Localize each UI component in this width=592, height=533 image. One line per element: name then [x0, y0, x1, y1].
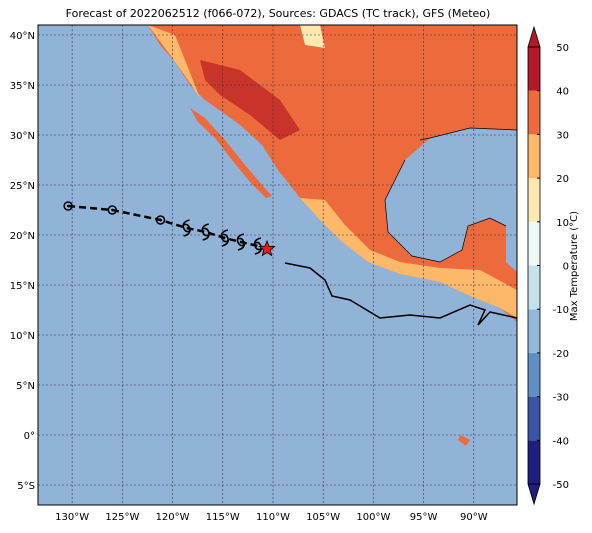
y-tick-label: 15°N [10, 281, 35, 292]
y-tick-label: 5°N [16, 381, 35, 392]
colorbar-bin [528, 265, 540, 310]
past-dot [159, 218, 162, 222]
colorbar-tick-label: -50 [553, 480, 569, 491]
warm-coast [148, 25, 200, 98]
y-tick-label: 20°N [10, 231, 35, 242]
y-tick-label: 5°S [17, 481, 35, 492]
colorbar-bin [528, 396, 540, 441]
colorbar-tick-label: 20 [556, 174, 569, 185]
hurricane-symbol [201, 223, 210, 241]
track [63, 201, 276, 257]
x-tick-label: 105°W [306, 512, 340, 523]
map-frame [37, 24, 518, 506]
past-position [63, 201, 73, 211]
hurricane-symbol [236, 233, 246, 251]
x-tick-label: 125°W [105, 512, 139, 523]
cool-region [300, 25, 325, 48]
colorbar-extend-top [527, 25, 541, 48]
past-dot [111, 208, 114, 212]
x-tick-label: 120°W [156, 512, 190, 523]
baja-peninsula [190, 108, 272, 198]
coastline [384, 127, 517, 263]
colorbar-tick-label: 40 [556, 87, 569, 98]
colorbar-bin [528, 309, 540, 353]
colorbar-tick-label: 30 [556, 130, 569, 141]
map-area [38, 25, 517, 505]
warm-coast [300, 198, 517, 318]
colorbar-tick-label: 0 [563, 262, 569, 273]
colorbar-bin [528, 90, 540, 135]
colorbar-label: Max Temperature (°C) [569, 211, 580, 321]
hurricane-symbol [220, 229, 229, 247]
y-tick-label: 30°N [10, 131, 35, 142]
x-tick-label: 90°W [460, 512, 488, 523]
colorbar-bin [528, 221, 540, 266]
x-tick-label: 115°W [206, 512, 240, 523]
y-tick-label: 40°N [10, 31, 35, 42]
colorbar-tick-label: -40 [553, 436, 569, 447]
title: Forecast of 2022062512 (f066-072), Sourc… [66, 7, 491, 20]
past-track [68, 204, 187, 230]
y-tick-label: 0° [24, 431, 35, 442]
colorbar-tick-label: 50 [556, 43, 569, 54]
colorbar-tick-label: -20 [553, 349, 569, 360]
past-position [155, 215, 166, 225]
past-dot [66, 204, 70, 208]
past-position [107, 205, 118, 215]
colorbar-extend-bottom [527, 483, 541, 506]
colorbar-tick-label: -30 [553, 393, 569, 404]
current-position [258, 239, 276, 257]
hurricane-symbol [253, 237, 263, 255]
y-tick-label: 35°N [10, 81, 35, 92]
track-line [284, 262, 517, 326]
colorbar-bin [528, 352, 540, 397]
galapagos [458, 435, 470, 446]
colorbar-tick-label: -10 [553, 305, 569, 316]
colorbar-bin [528, 440, 540, 484]
colorbar-bin [528, 178, 540, 222]
hot-region [200, 60, 300, 140]
hurricane-symbol [182, 219, 191, 237]
x-tick-label: 95°W [410, 512, 438, 523]
colorbar-bin [528, 134, 540, 179]
y-tick-label: 25°N [10, 181, 35, 192]
colorbar-tick-label: 10 [556, 218, 569, 229]
y-tick-label: 10°N [10, 331, 35, 342]
x-tick-label: 130°W [55, 512, 89, 523]
colorbar-bin [528, 47, 540, 91]
colorbar: -50 -40 -30 -20 -10 0 10 20 30 40 50 Max Temperatur… [527, 25, 580, 506]
grid [38, 25, 517, 505]
x-tick-label: 100°W [356, 512, 390, 523]
x-tick-label: 110°W [256, 512, 290, 523]
gulf-of-california [222, 112, 270, 168]
